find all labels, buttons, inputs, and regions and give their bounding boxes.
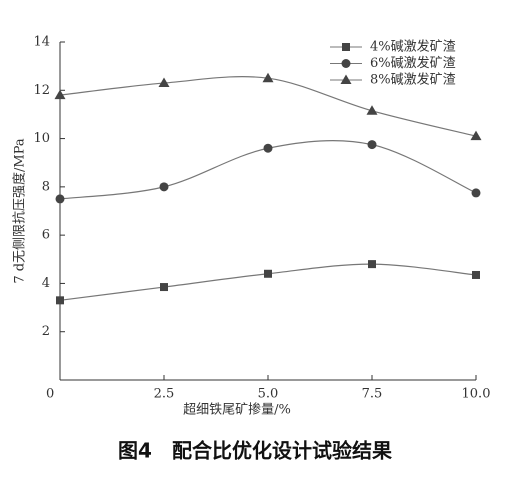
data-point (367, 140, 377, 150)
data-point (472, 270, 480, 279)
legend-label: 8%碱激发矿渣 (370, 72, 456, 88)
x-tick-label: 5.0 (258, 387, 279, 402)
legend-label: 4%碱激发矿渣 (370, 39, 456, 55)
y-tick-label: 6 (42, 228, 50, 243)
y-tick-label: 10 (33, 131, 50, 146)
data-point (158, 77, 170, 88)
x-tick-label: 7.5 (362, 387, 383, 402)
data-point (54, 89, 66, 100)
data-point (55, 194, 65, 204)
data-point (263, 143, 273, 153)
x-tick-label: 0 (46, 387, 54, 402)
data-point (159, 182, 169, 192)
x-axis-label: 超细铁尾矿掺量/% (183, 402, 291, 418)
y-tick-label: 2 (42, 324, 50, 339)
legend-marker (342, 43, 350, 51)
data-point (470, 130, 482, 141)
y-tick-label: 8 (42, 179, 50, 194)
x-tick-label: 10.0 (462, 387, 491, 402)
data-point (264, 269, 272, 278)
y-axis-label: 7 d无侧限抗压强度/MPa (12, 138, 28, 284)
y-tick-label: 14 (33, 35, 50, 50)
y-tick-label: 4 (42, 276, 50, 291)
data-point (160, 283, 168, 292)
data-point (56, 296, 64, 305)
y-tick-label: 12 (33, 83, 50, 98)
caption: 图4 配合比优化设计试验结果 (118, 439, 392, 463)
data-point (471, 188, 481, 198)
legend-label: 6%碱激发矿渣 (370, 55, 456, 71)
data-point (366, 105, 378, 115)
data-point (262, 72, 274, 83)
x-tick-label: 2.5 (154, 387, 175, 402)
legend-marker (340, 74, 352, 84)
legend-marker (341, 59, 351, 68)
series-line (59, 263, 477, 301)
data-point (368, 260, 376, 269)
